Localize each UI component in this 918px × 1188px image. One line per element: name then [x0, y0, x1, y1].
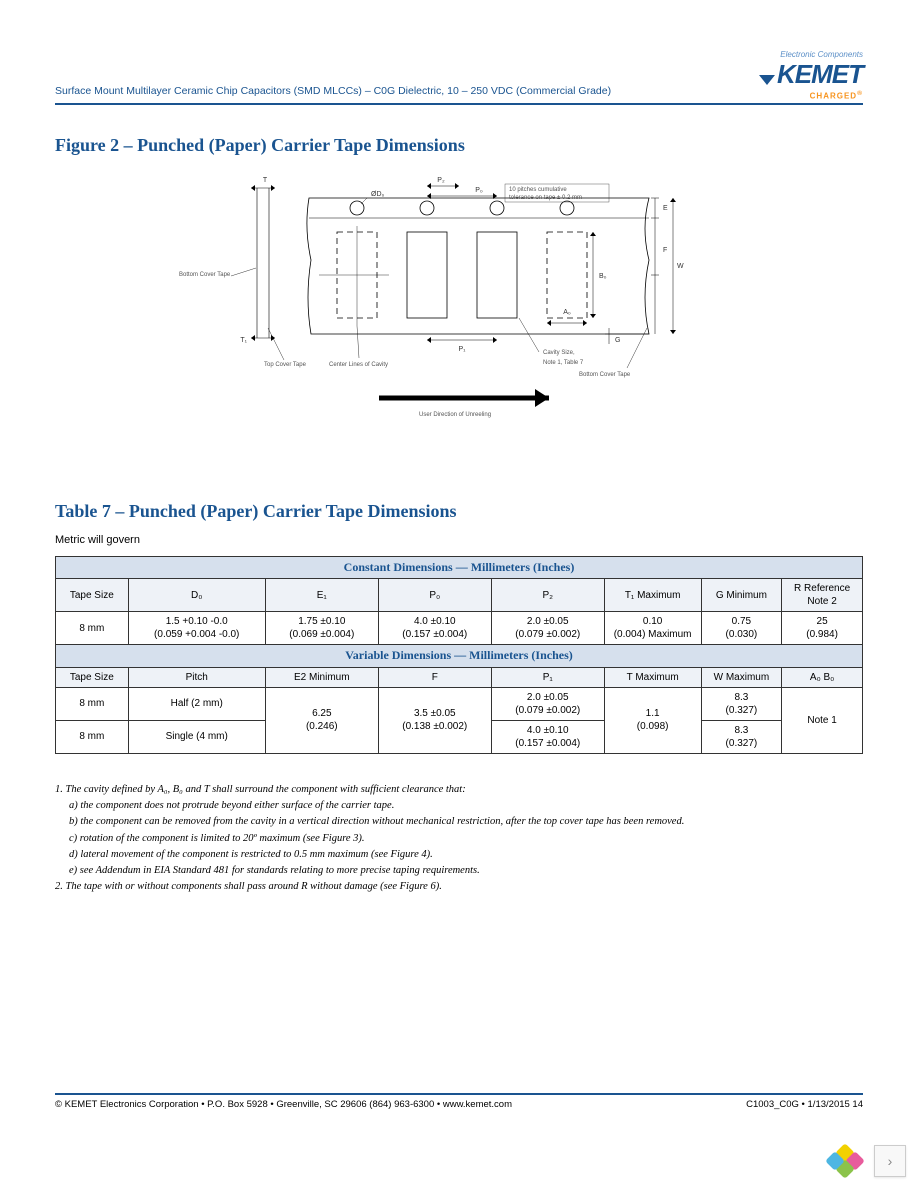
cell-ab: Note 1 — [782, 687, 863, 753]
cell-p0: 4.0 ±0.10(0.157 ±0.004) — [378, 612, 491, 645]
table-subtitle: Metric will govern — [55, 534, 863, 546]
col-r: R Reference Note 2 — [782, 579, 863, 612]
svg-text:Bottom Cover Tape: Bottom Cover Tape — [179, 272, 231, 278]
viewer-logo-icon — [828, 1144, 862, 1178]
svg-text:Top Cover Tape: Top Cover Tape — [264, 362, 307, 368]
note-1d: d) lateral movement of the component is … — [55, 847, 863, 863]
next-page-button[interactable]: › — [874, 1145, 906, 1177]
cell-t1: 0.10(0.004) Maximum — [604, 612, 701, 645]
var-band: Variable Dimensions — Millimeters (Inche… — [56, 645, 863, 668]
svg-text:User Direction of Unreeling: User Direction of Unreeling — [419, 412, 491, 418]
svg-text:E: E — [663, 205, 668, 212]
svg-text:T: T — [263, 177, 268, 184]
const-row: 8 mm 1.5 +0.10 -0.0(0.059 +0.004 -0.0) 1… — [56, 612, 863, 645]
const-band: Constant Dimensions — Millimeters (Inche… — [56, 556, 863, 579]
logo-subtext: CHARGED — [810, 92, 857, 101]
footer-left: © KEMET Electronics Corporation • P.O. B… — [55, 1099, 512, 1110]
svg-text:Cavity Size,: Cavity Size, — [543, 350, 575, 356]
cell-d0: 1.5 +0.10 -0.0(0.059 +0.004 -0.0) — [128, 612, 265, 645]
cell: 2.0 ±0.05(0.079 ±0.002) — [491, 687, 604, 720]
note-1a: a) the component does not protrude beyon… — [55, 798, 863, 814]
logo-triangle-icon — [759, 75, 775, 85]
svg-text:T₁: T₁ — [240, 337, 247, 344]
col-d0: D₀ — [128, 579, 265, 612]
cell-f: 3.5 ±0.05(0.138 ±0.002) — [378, 687, 491, 753]
cell-r: 25(0.984) — [782, 612, 863, 645]
cell-e1: 1.75 ±0.10(0.069 ±0.004) — [265, 612, 378, 645]
figure-diagram: T T₁ Bottom Cover Tape Top Cover Tape ØD… — [55, 168, 863, 431]
cell: Single (4 mm) — [128, 720, 265, 753]
cell-g: 0.75(0.030) — [701, 612, 782, 645]
svg-text:W: W — [677, 263, 684, 270]
logo-text: KEMET — [777, 59, 863, 89]
svg-text:P₁: P₁ — [458, 346, 466, 353]
page-header: Surface Mount Multilayer Ceramic Chip Ca… — [55, 50, 863, 105]
doc-title: Surface Mount Multilayer Ceramic Chip Ca… — [55, 85, 611, 101]
cell-e2: 6.25(0.246) — [265, 687, 378, 753]
svg-text:ØD₀: ØD₀ — [371, 191, 385, 198]
dimensions-table: Constant Dimensions — Millimeters (Inche… — [55, 556, 863, 754]
logo-tagline: Electronic Components — [759, 50, 863, 59]
svg-text:B₀: B₀ — [599, 273, 607, 280]
figure-title: Figure 2 – Punched (Paper) Carrier Tape … — [55, 135, 863, 156]
svg-text:10 pitches cumulative: 10 pitches cumulative — [509, 187, 567, 193]
vcol-ab: A₀ B₀ — [782, 667, 863, 687]
var-row-1: 8 mm Half (2 mm) 6.25(0.246) 3.5 ±0.05(0… — [56, 687, 863, 720]
col-e1: E₁ — [265, 579, 378, 612]
svg-text:P₂: P₂ — [437, 177, 445, 184]
svg-text:A₀: A₀ — [563, 309, 571, 316]
cell: 8.3(0.327) — [701, 687, 782, 720]
cell: 8.3(0.327) — [701, 720, 782, 753]
brand-logo: Electronic Components KEMET CHARGED® — [759, 50, 863, 101]
vcol-pitch: Pitch — [128, 667, 265, 687]
cell: 8 mm — [56, 687, 129, 720]
cell-size: 8 mm — [56, 612, 129, 645]
note-1e: e) see Addendum in EIA Standard 481 for … — [55, 863, 863, 879]
cell: 4.0 ±0.10(0.157 ±0.004) — [491, 720, 604, 753]
vcol-t: T Maximum — [604, 667, 701, 687]
svg-text:P₀: P₀ — [475, 187, 483, 194]
col-g: G Minimum — [701, 579, 782, 612]
col-tapesize: Tape Size — [56, 579, 129, 612]
vcol-p1: P₁ — [491, 667, 604, 687]
carrier-tape-diagram: T T₁ Bottom Cover Tape Top Cover Tape ØD… — [179, 168, 739, 428]
viewer-controls: › — [828, 1144, 906, 1178]
col-p2: P₂ — [491, 579, 604, 612]
page-footer: © KEMET Electronics Corporation • P.O. B… — [55, 1093, 863, 1110]
svg-text:F: F — [663, 247, 667, 254]
vcol-e2: E2 Minimum — [265, 667, 378, 687]
cell-p2: 2.0 ±0.05(0.079 ±0.002) — [491, 612, 604, 645]
svg-text:G: G — [615, 337, 620, 344]
svg-text:Bottom Cover Tape: Bottom Cover Tape — [579, 372, 631, 378]
footnotes: 1. The cavity defined by A₀, B₀ and T sh… — [55, 782, 863, 896]
svg-text:Center Lines of Cavity: Center Lines of Cavity — [329, 362, 388, 368]
vcol-w: W Maximum — [701, 667, 782, 687]
col-p0: P₀ — [378, 579, 491, 612]
cell: Half (2 mm) — [128, 687, 265, 720]
note-1b: b) the component can be removed from the… — [55, 814, 863, 830]
vcol-size: Tape Size — [56, 667, 129, 687]
footer-right: C1003_C0G • 1/13/2015 14 — [746, 1099, 863, 1110]
svg-text:tolerance on tape ± 0.2 mm: tolerance on tape ± 0.2 mm — [509, 195, 582, 201]
cell: 8 mm — [56, 720, 129, 753]
note-1c: c) rotation of the component is limited … — [55, 831, 863, 847]
note-2: 2. The tape with or without components s… — [55, 879, 863, 895]
col-t1: T₁ Maximum — [604, 579, 701, 612]
vcol-f: F — [378, 667, 491, 687]
note-1: 1. The cavity defined by A₀, B₀ and T sh… — [55, 782, 863, 798]
table-title: Table 7 – Punched (Paper) Carrier Tape D… — [55, 501, 863, 522]
cell-t: 1.1(0.098) — [604, 687, 701, 753]
svg-text:Note 1, Table 7: Note 1, Table 7 — [543, 360, 584, 366]
